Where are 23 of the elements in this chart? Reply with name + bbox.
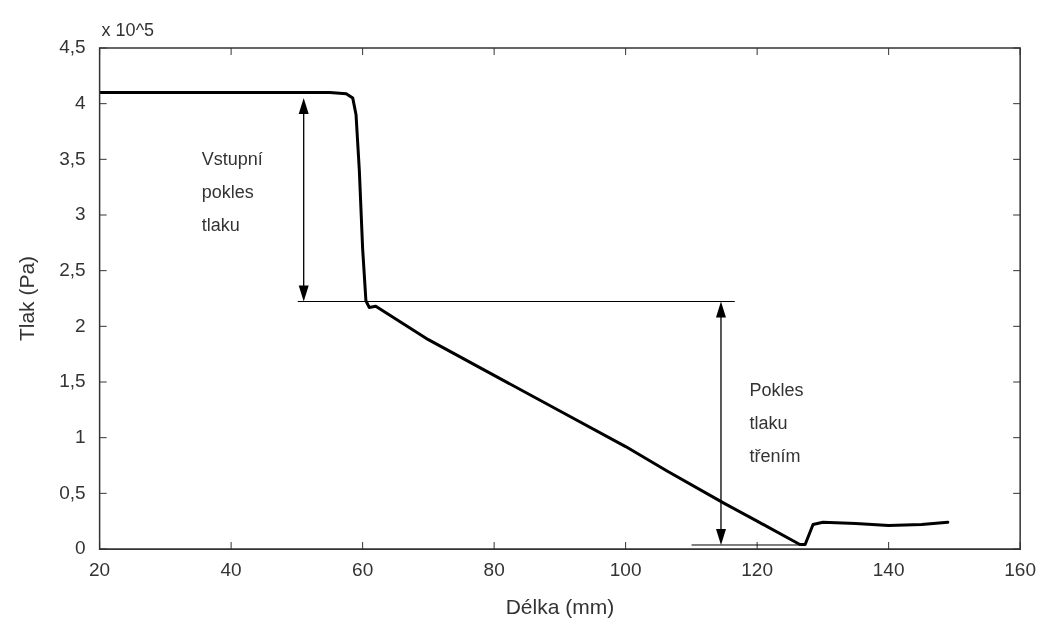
x-tick-label: 160: [1004, 558, 1036, 580]
y-tick-label: 1: [75, 425, 86, 447]
y-tick-label: 4: [75, 91, 87, 113]
text: x 10^5: [101, 19, 155, 40]
y-tick-label: 3,5: [59, 147, 86, 169]
y-tick-label: 0,5: [59, 481, 86, 503]
annotation: Vstupní pokles tlaku: [201, 149, 263, 236]
y-tick-label: 3: [75, 203, 86, 225]
y-tick-label: 2: [75, 314, 86, 336]
x-tick-label: 60: [352, 558, 374, 580]
x-tick-label: 120: [741, 558, 773, 580]
x-tick-label: 100: [609, 558, 642, 580]
y-tick-label: 1,5: [59, 370, 86, 392]
annotation: Pokles tlaku třením: [749, 379, 804, 466]
x-tick-label: 80: [483, 558, 505, 580]
x-tick-label: 20: [89, 558, 111, 580]
x-tick-label: 140: [872, 558, 905, 580]
y-tick-label: 0: [75, 537, 86, 559]
x-tick-label: 40: [220, 558, 242, 580]
y-tick-label: 4,5: [59, 36, 86, 58]
y-axis-title: Tlak (Pa): [15, 255, 39, 342]
x-axis-title: Délka (mm): [505, 595, 615, 619]
y-tick-label: 2,5: [59, 258, 86, 280]
